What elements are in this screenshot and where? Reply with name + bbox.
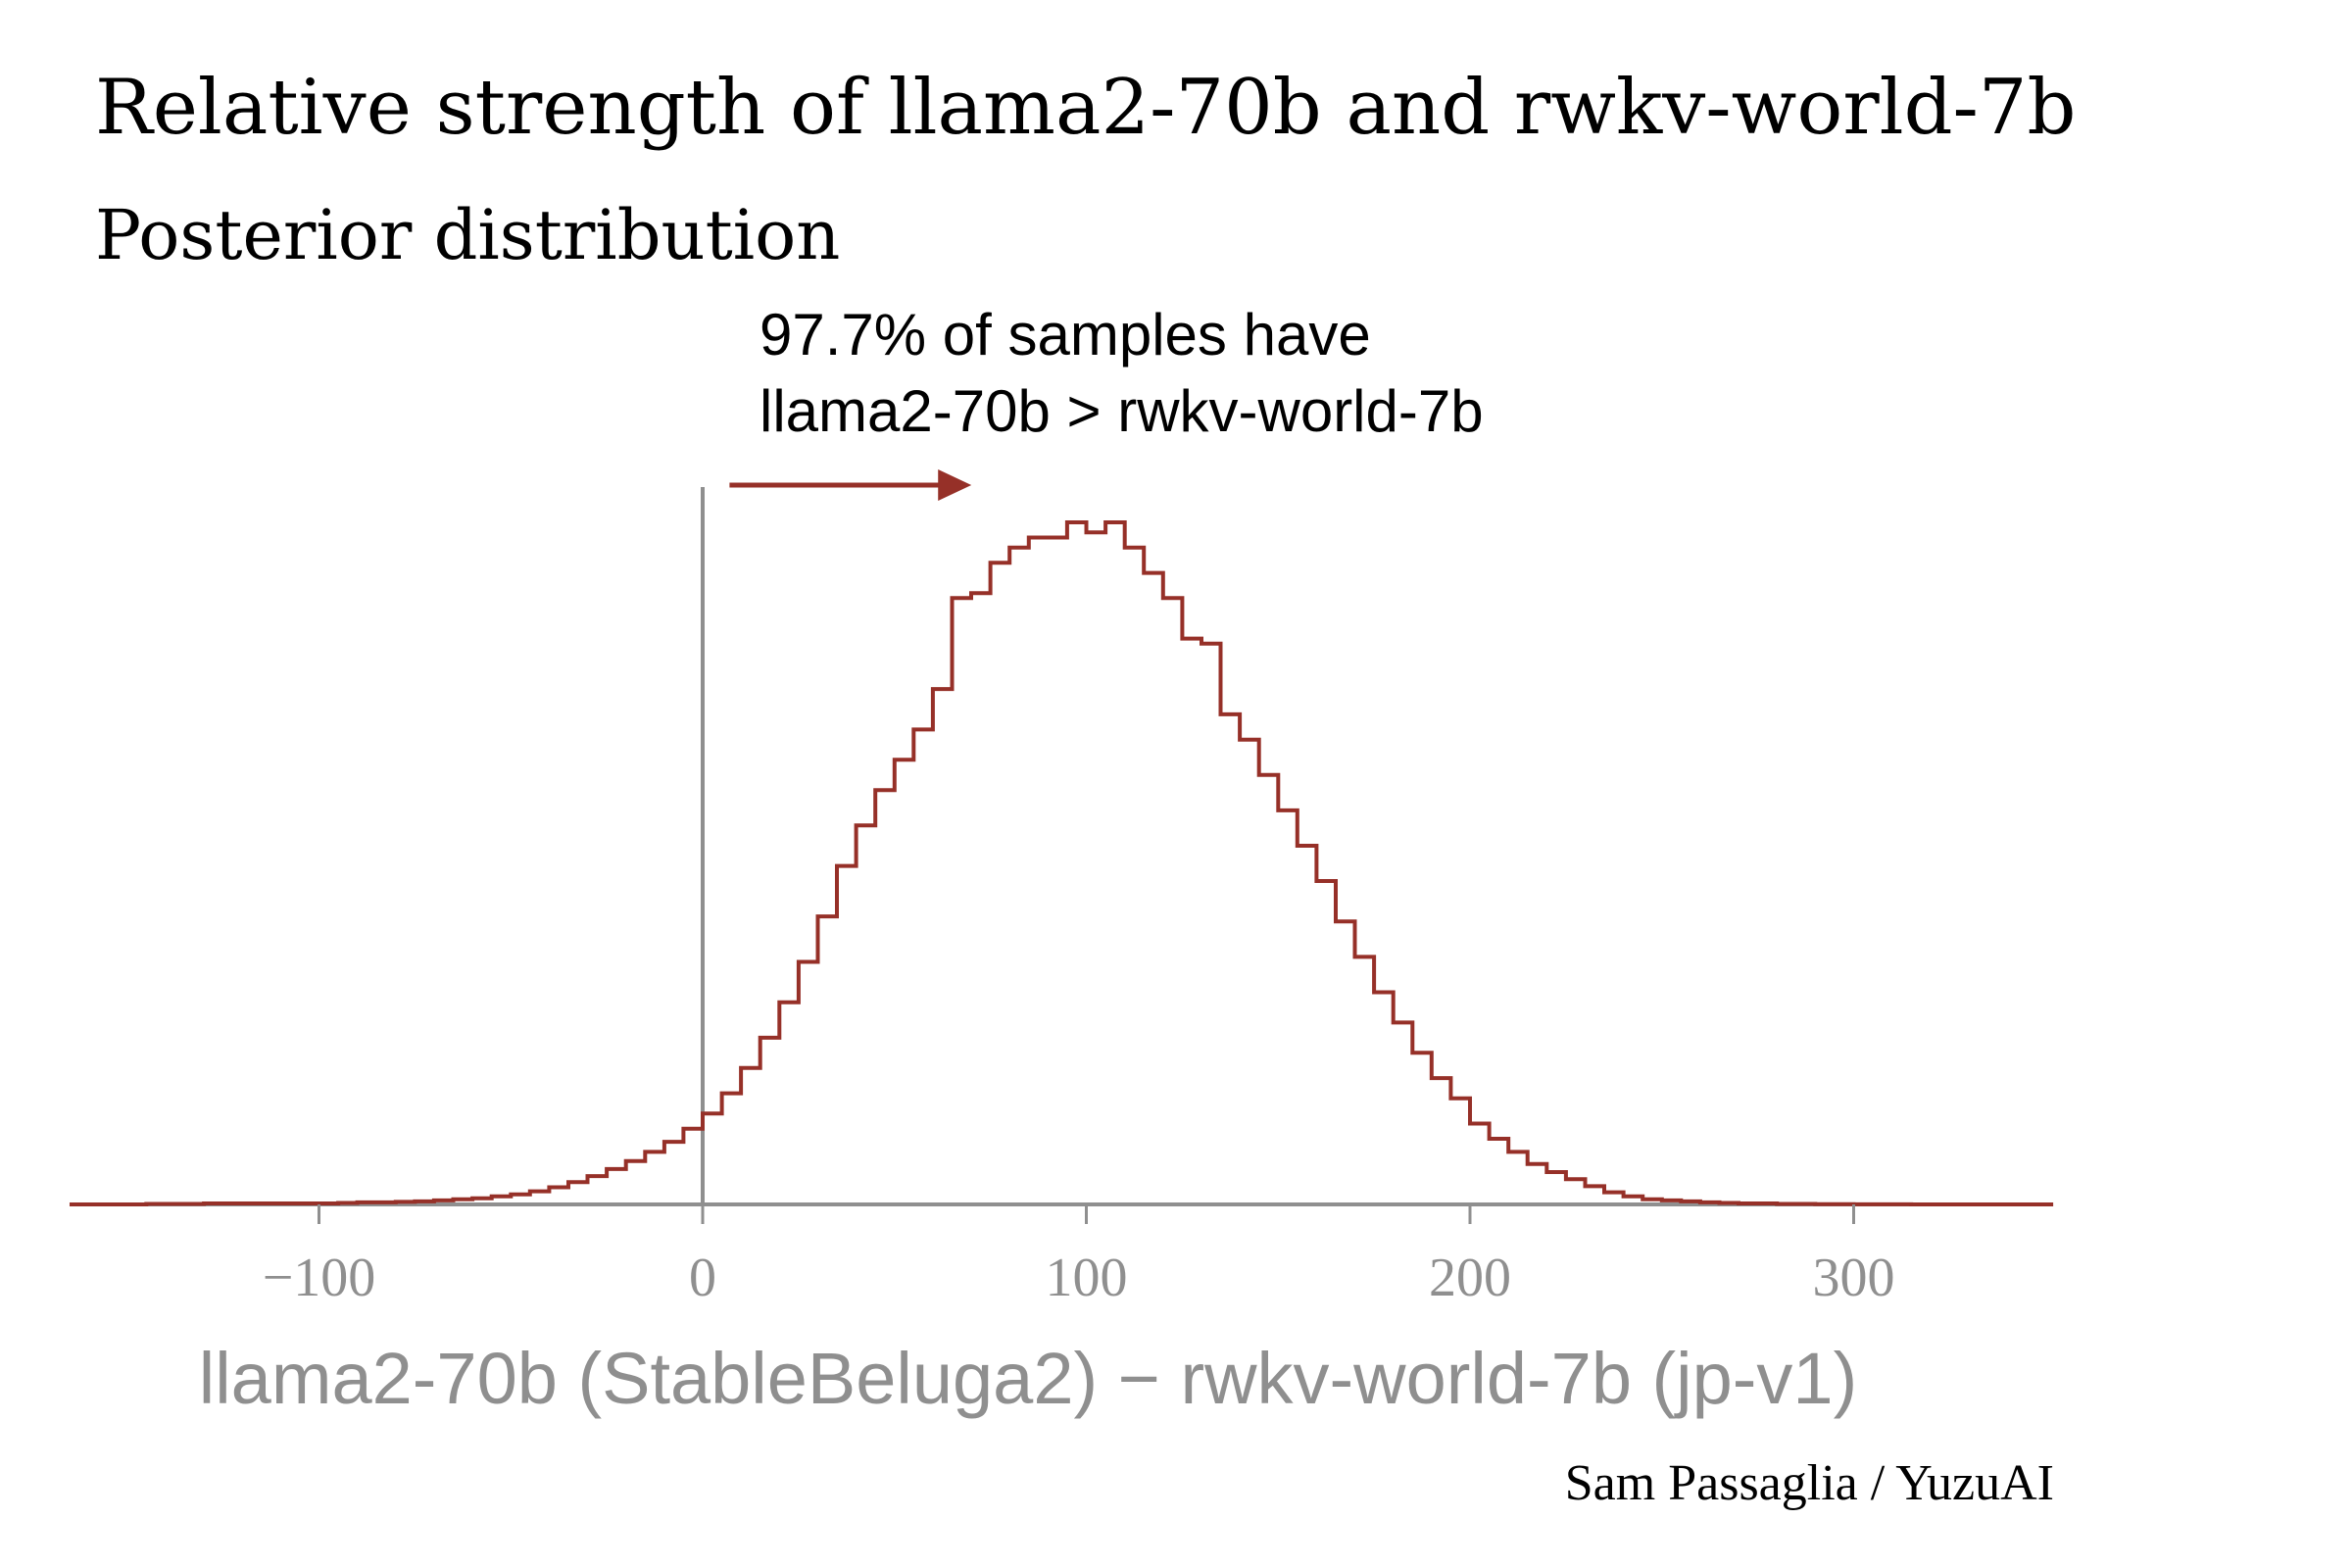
x-tick-label: −100 — [263, 1248, 376, 1308]
chart-subtitle: Posterior distribution — [95, 195, 840, 275]
credit-text: Sam Passaglia / YuzuAI — [1565, 1455, 2054, 1511]
annotation-line-1: 97.7% of samples have — [760, 302, 1371, 368]
annotation-line-2: llama2-70b > rwkv-world-7b — [760, 378, 1484, 444]
x-tick-label: 0 — [689, 1248, 716, 1308]
x-tick-label: 200 — [1429, 1248, 1511, 1308]
x-tick-label: 300 — [1813, 1248, 1895, 1308]
chart-title: Relative strength of llama2-70b and rwkv… — [95, 64, 2076, 152]
x-axis-label: llama2-70b (StableBeluga2) − rwkv-world-… — [199, 1338, 1857, 1419]
x-tick-label: 100 — [1046, 1248, 1128, 1308]
plot-area: −100 0 100 200 300 — [70, 469, 2054, 1308]
histogram-step-line — [70, 520, 2054, 1206]
annotation-arrow-head — [938, 469, 972, 501]
